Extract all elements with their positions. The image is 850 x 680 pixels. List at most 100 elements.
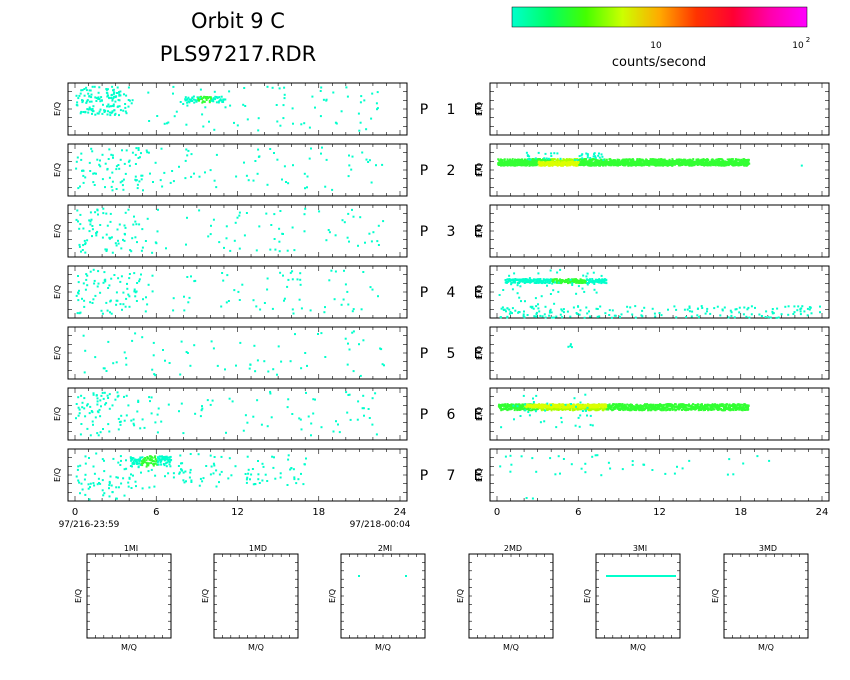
electron-count-pixel (692, 403, 695, 406)
ion-count-pixel (81, 406, 84, 409)
electron-count-pixel (535, 394, 538, 397)
ion-count-pixel (90, 109, 93, 112)
electron-count-pixel (686, 407, 689, 410)
ion-count-pixel (186, 98, 189, 101)
ion-count-pixel (85, 278, 88, 281)
electron-count-pixel (573, 281, 575, 284)
ion-count-pixel (97, 91, 100, 94)
ion-panel-4 (67, 265, 408, 319)
row-label-e-4: E (474, 285, 483, 301)
electron-count-pixel (592, 408, 595, 411)
ion-count-pixel (141, 228, 144, 231)
ion-count-pixel (234, 221, 237, 224)
ion-count-pixel (287, 454, 290, 457)
ion-count-pixel (173, 115, 176, 118)
ion-count-pixel (88, 412, 91, 415)
electron-count-pixel (548, 159, 551, 162)
ion-count-pixel (255, 249, 258, 252)
electron-count-pixel (727, 316, 730, 319)
ion-count-pixel (186, 276, 189, 278)
electron-count-pixel (602, 158, 605, 161)
ion-count-pixel (182, 103, 185, 105)
ion-count-pixel (207, 235, 210, 238)
ion-count-pixel (147, 283, 150, 286)
electron-count-pixel (723, 407, 725, 410)
electron-count-pixel (520, 300, 522, 303)
ion-count-pixel (76, 101, 79, 104)
ion-count-pixel (128, 273, 131, 275)
electron-count-pixel (701, 307, 704, 309)
electron-count-pixel (551, 282, 554, 285)
ion-count-pixel (96, 112, 99, 115)
ion-count-pixel (204, 171, 206, 174)
ion-count-pixel (118, 93, 121, 96)
ion-count-pixel (287, 398, 290, 401)
ion-count-pixel (185, 123, 188, 126)
ion-count-pixel (185, 243, 187, 246)
ion-count-pixel (308, 157, 311, 160)
electron-count-pixel (743, 407, 746, 410)
ion-count-pixel (121, 184, 124, 187)
ion-count-pixel (108, 148, 111, 151)
electron-count-pixel (559, 313, 562, 316)
electron-count-pixel (514, 405, 517, 408)
ion-count-pixel (196, 96, 199, 99)
electron-count-pixel (605, 406, 607, 408)
electron-count-pixel (620, 406, 623, 408)
ion-count-pixel (292, 468, 295, 471)
electron-count-pixel (601, 155, 604, 158)
ion-count-pixel (269, 148, 272, 150)
ion-count-pixel (375, 433, 378, 436)
electron-count-pixel (499, 316, 502, 319)
electron-count-pixel (531, 164, 534, 167)
electron-count-pixel (716, 158, 719, 161)
ion-count-pixel (224, 98, 227, 101)
ion-count-pixel (124, 172, 127, 175)
ion-count-pixel (127, 105, 130, 108)
ion-count-pixel (233, 121, 235, 124)
electron-count-pixel (758, 313, 761, 316)
ion-count-pixel (100, 96, 103, 99)
electron-count-pixel (524, 409, 527, 412)
ion-count-pixel (238, 214, 241, 217)
ion-count-pixel (91, 108, 94, 110)
electron-count-pixel (537, 272, 540, 275)
ion-count-pixel (104, 248, 107, 251)
electron-count-pixel (716, 403, 719, 406)
ion-count-pixel (140, 152, 142, 155)
ion-count-pixel (203, 100, 206, 103)
ion-count-pixel (94, 113, 97, 116)
ion-count-pixel (263, 302, 266, 304)
electron-count-pixel (509, 405, 512, 408)
ion-count-pixel (81, 401, 84, 404)
electron-count-pixel (511, 162, 514, 165)
electron-count-pixel (626, 162, 629, 165)
electron-count-pixel (591, 281, 594, 284)
ion-count-pixel (183, 295, 185, 298)
ion-count-pixel (374, 392, 377, 395)
ion-count-pixel (333, 298, 336, 301)
electron-count-pixel (512, 278, 515, 281)
ion-count-pixel (291, 270, 294, 273)
ion-count-pixel (347, 175, 350, 178)
electron-count-pixel (661, 407, 664, 410)
ion-count-pixel (106, 168, 109, 171)
electron-count-pixel (579, 309, 582, 312)
electron-count-pixel (634, 162, 637, 165)
electron-count-pixel (514, 281, 517, 284)
electron-count-pixel (544, 164, 547, 166)
ion-count-pixel (371, 92, 374, 95)
ion-count-pixel (144, 310, 147, 313)
electron-count-pixel (582, 281, 585, 284)
ion-count-pixel (338, 431, 341, 434)
electron-count-pixel (512, 281, 515, 284)
electron-panel-2 (489, 143, 830, 197)
ion-count-pixel (134, 332, 137, 335)
ion-count-pixel (283, 297, 286, 300)
ion-count-pixel (304, 352, 307, 354)
ion-count-pixel (241, 283, 244, 286)
ion-count-pixel (84, 415, 87, 418)
ion-count-pixel (116, 92, 119, 94)
electron-count-pixel (643, 306, 646, 309)
ion-count-pixel (370, 181, 373, 184)
